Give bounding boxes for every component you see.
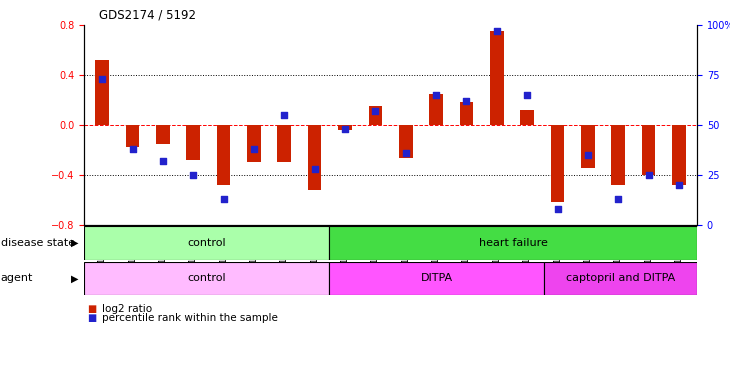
Bar [429,94,443,125]
Point [188,172,199,178]
Bar [217,125,231,185]
Bar [247,125,261,162]
Text: log2 ratio: log2 ratio [102,304,153,314]
Point [521,92,533,98]
Bar [277,125,291,162]
Point [582,152,593,158]
Point [552,205,564,212]
Text: ▶: ▶ [72,238,79,248]
Bar [84,226,329,260]
Point [369,108,381,114]
Point [400,150,412,156]
Text: ■: ■ [88,313,97,323]
Text: control: control [188,238,226,248]
Bar [550,125,564,202]
Point [673,182,685,188]
Bar [490,31,504,125]
Point [642,172,654,178]
Point [218,195,229,202]
Point [339,126,351,132]
Text: DITPA: DITPA [420,273,453,283]
Bar [544,262,697,295]
Point [461,98,472,104]
Bar [672,125,685,185]
Bar [612,125,625,185]
Point [278,112,290,118]
Bar [338,125,352,130]
Bar [581,125,595,169]
Bar [156,125,169,144]
Text: ▶: ▶ [72,273,79,283]
Text: agent: agent [1,273,33,283]
Text: GDS2174 / 5192: GDS2174 / 5192 [99,8,196,21]
Text: heart failure: heart failure [479,238,548,248]
Point [96,76,108,82]
Text: ■: ■ [88,304,97,314]
Bar [329,226,697,260]
Point [491,28,503,34]
Bar [369,106,383,125]
Point [248,146,260,152]
Bar [308,125,321,190]
Bar [186,125,200,160]
Bar [460,103,473,125]
Text: disease state: disease state [1,238,75,248]
Bar [84,262,329,295]
Bar [329,262,544,295]
Text: percentile rank within the sample: percentile rank within the sample [102,313,278,323]
Point [430,92,442,98]
Point [127,146,139,152]
Text: captopril and DITPA: captopril and DITPA [566,273,675,283]
Bar [642,125,656,175]
Point [309,166,320,172]
Bar [96,60,109,125]
Point [157,158,169,164]
Text: control: control [188,273,226,283]
Point [612,195,624,202]
Bar [126,125,139,147]
Bar [520,110,534,125]
Bar [399,125,412,159]
